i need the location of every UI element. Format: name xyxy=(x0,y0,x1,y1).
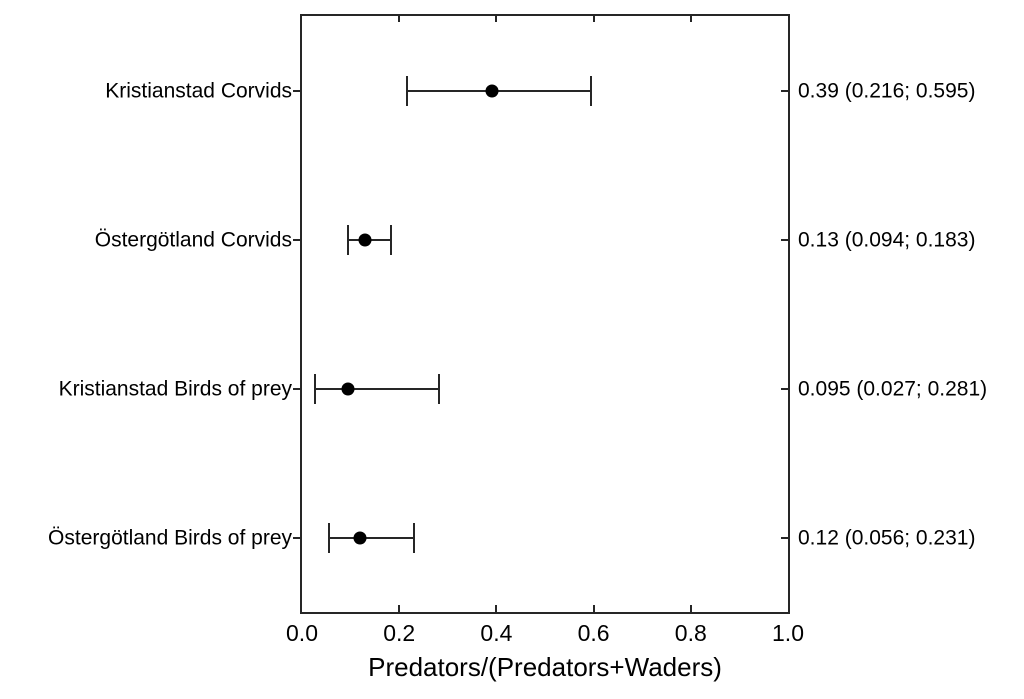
y-axis-category-tick xyxy=(781,89,788,92)
ci-errorbar-cap xyxy=(413,522,416,553)
estimate-text-column: 0.39 (0.216; 0.595) 0.13 (0.094; 0.183) … xyxy=(798,16,1024,612)
ci-errorbar-cap xyxy=(314,373,317,404)
category-label: Kristianstad Birds of prey xyxy=(58,376,292,400)
x-tick-label: 0.8 xyxy=(674,620,707,646)
estimate-ci-text: 0.13 (0.094; 0.183) xyxy=(798,227,976,251)
ci-errorbar-line xyxy=(329,536,415,539)
estimate-ci-text: 0.095 (0.027; 0.281) xyxy=(798,376,988,400)
x-tick-label: 0.6 xyxy=(577,620,610,646)
y-axis-category-tick xyxy=(293,387,300,390)
estimate-ci-text: 0.39 (0.216; 0.595) xyxy=(798,78,976,102)
x-axis-tick-mark xyxy=(689,16,692,22)
category-label: Östergötland Corvids xyxy=(94,227,292,251)
ci-errorbar-cap xyxy=(405,75,408,106)
x-axis-tick-mark xyxy=(398,16,401,22)
x-axis-tick-mark xyxy=(398,605,401,612)
estimate-ci-text: 0.12 (0.056; 0.231) xyxy=(798,525,976,549)
x-axis-tick-mark xyxy=(592,16,595,22)
x-axis-tick-mark xyxy=(592,605,595,612)
x-axis-tick-labels: 0.0 0.2 0.4 0.6 0.8 1.0 xyxy=(286,620,804,648)
ci-errorbar-line xyxy=(315,387,439,390)
x-axis-tick-mark xyxy=(689,605,692,612)
category-label: Östergötland Birds of prey xyxy=(48,525,292,549)
ci-errorbar-cap xyxy=(389,224,392,255)
ci-errorbar-cap xyxy=(590,75,593,106)
y-axis-category-tick xyxy=(293,536,300,539)
category-label: Kristianstad Corvids xyxy=(105,78,292,102)
y-axis-category-tick xyxy=(781,387,788,390)
y-axis-category-tick xyxy=(293,238,300,241)
category-label-column: Kristianstad Corvids Östergötland Corvid… xyxy=(0,16,292,612)
ci-errorbar-cap xyxy=(328,522,331,553)
y-axis-category-tick xyxy=(781,238,788,241)
plot-area xyxy=(293,14,790,614)
ci-errorbar-line xyxy=(406,89,592,92)
x-axis-tick-mark xyxy=(495,605,498,612)
estimate-point xyxy=(485,84,499,97)
x-axis-title: Predators/(Predators+Waders) xyxy=(368,652,722,682)
estimate-point xyxy=(341,382,355,395)
x-tick-label: 0.2 xyxy=(383,620,416,646)
x-tick-label: 0.0 xyxy=(286,620,318,646)
estimate-point xyxy=(358,233,372,246)
y-axis-category-tick xyxy=(781,536,788,539)
y-axis-category-tick xyxy=(293,89,300,92)
ci-errorbar-cap xyxy=(437,373,440,404)
x-tick-label: 1.0 xyxy=(772,620,804,646)
x-axis-tick-mark xyxy=(495,16,498,22)
x-tick-label: 0.4 xyxy=(480,620,513,646)
estimate-point xyxy=(353,531,367,544)
ci-errorbar-cap xyxy=(346,224,349,255)
